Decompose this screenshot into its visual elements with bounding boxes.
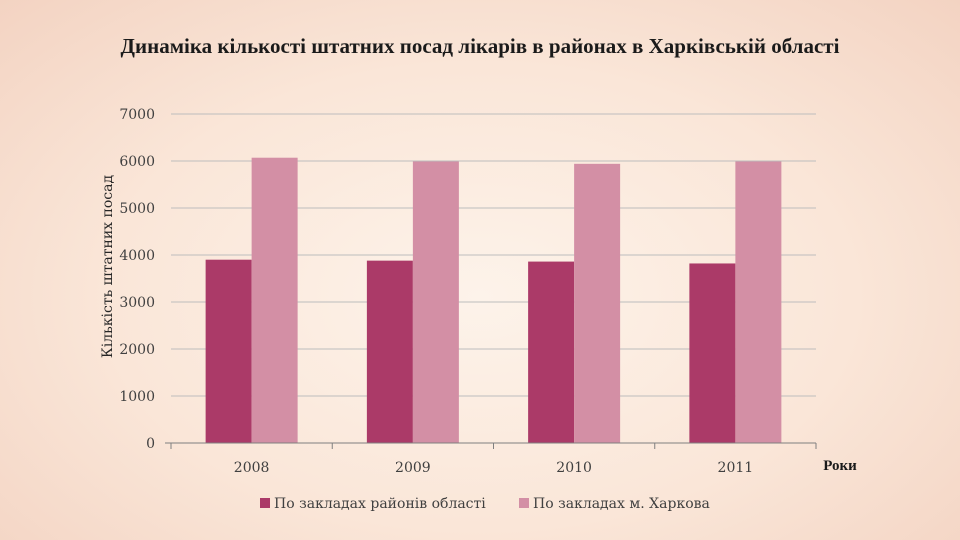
y-tick-labels: 0 1000 2000 3000 4000 5000 6000 7000 bbox=[119, 107, 155, 452]
x-tick-label: 2011 bbox=[718, 460, 754, 476]
bar-series-1-2011 bbox=[689, 263, 736, 443]
x-tick-label: 2009 bbox=[395, 460, 431, 476]
bar-series-1-2010 bbox=[528, 261, 575, 443]
legend: По закладах районів області По закладах м… bbox=[260, 496, 710, 512]
legend-label-1: По закладах районів області bbox=[274, 496, 486, 512]
bar-series-1-2009 bbox=[366, 260, 413, 443]
y-tick-label: 4000 bbox=[119, 248, 155, 264]
y-tick-label: 2000 bbox=[119, 342, 155, 358]
bar-series-2-2011 bbox=[735, 161, 782, 443]
x-tick-labels: 2008 2009 2010 2011 bbox=[234, 460, 753, 476]
y-axis-title: Кількість штатних посад bbox=[100, 175, 116, 359]
y-tick-label: 1000 bbox=[119, 389, 155, 405]
bar-series-2-2008 bbox=[251, 157, 298, 443]
legend-swatch-1 bbox=[260, 498, 270, 508]
chart-title: Динаміка кількості штатних посад лікарів… bbox=[120, 34, 840, 58]
bar-series-2-2009 bbox=[412, 161, 459, 443]
y-tick-label: 5000 bbox=[119, 201, 155, 217]
legend-swatch-2 bbox=[519, 498, 529, 508]
x-axis-title: Роки bbox=[823, 458, 857, 474]
bar-series-2-2010 bbox=[574, 163, 621, 443]
x-tick-label: 2010 bbox=[556, 460, 592, 476]
y-tick-label: 7000 bbox=[119, 107, 155, 123]
legend-label-2: По закладах м. Харкова bbox=[533, 496, 710, 512]
y-tick-label: 3000 bbox=[119, 295, 155, 311]
y-tick-label: 6000 bbox=[119, 154, 155, 170]
y-tick-label: 0 bbox=[146, 436, 155, 452]
x-tick-label: 2008 bbox=[234, 460, 270, 476]
axes bbox=[165, 442, 817, 449]
bar-series-1-2008 bbox=[205, 259, 252, 443]
bars bbox=[205, 157, 782, 443]
